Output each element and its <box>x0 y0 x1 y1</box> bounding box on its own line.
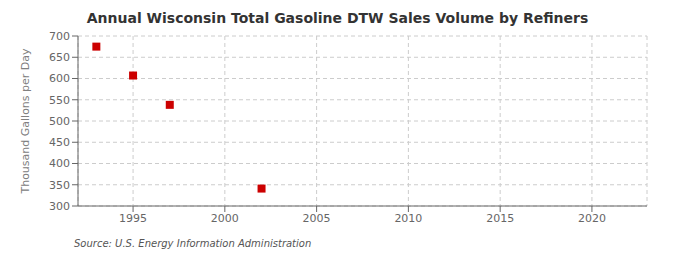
svg-text:300: 300 <box>49 200 70 213</box>
svg-text:450: 450 <box>49 136 70 149</box>
svg-text:350: 350 <box>49 179 70 192</box>
svg-text:Thousand Gallons per Day: Thousand Gallons per Day <box>19 48 32 195</box>
svg-text:2015: 2015 <box>486 212 514 225</box>
svg-text:2005: 2005 <box>303 212 331 225</box>
svg-text:2000: 2000 <box>211 212 239 225</box>
svg-text:400: 400 <box>49 157 70 170</box>
html-text:Annual Wisconsin Total Gasolin: Annual Wisconsin Total Gasoline DTW Sale… <box>86 10 589 26</box>
html-text:Source: U.S. Energy Informatio: Source: U.S. Energy Information Administ… <box>74 238 312 249</box>
svg-text:600: 600 <box>49 72 70 85</box>
svg-text:1995: 1995 <box>119 212 147 225</box>
svg-text:500: 500 <box>49 115 70 128</box>
svg-text:550: 550 <box>49 94 70 107</box>
svg-text:2010: 2010 <box>394 212 422 225</box>
svg-text:2020: 2020 <box>578 212 606 225</box>
svg-text:700: 700 <box>49 30 70 43</box>
svg-text:650: 650 <box>49 51 70 64</box>
